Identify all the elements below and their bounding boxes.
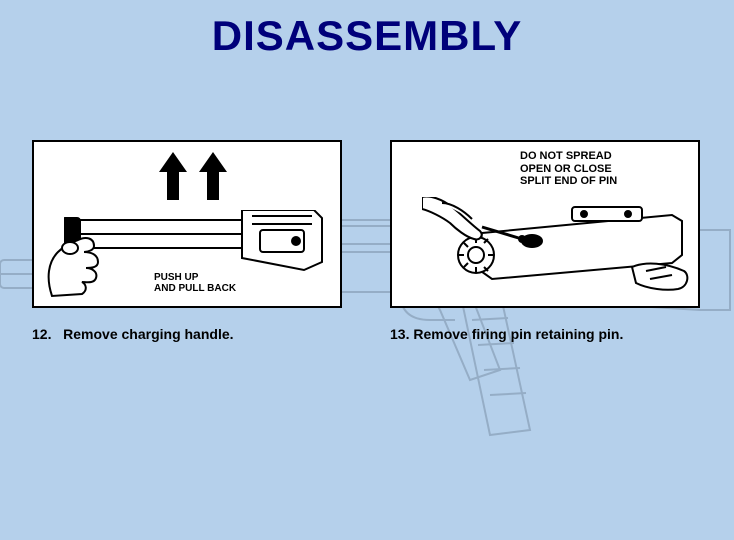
panel-12-inner-line1: PUSH UP: [154, 272, 198, 283]
panel-13-number: 13.: [390, 326, 409, 342]
panel-13-inner-line2: OPEN OR CLOSE: [520, 163, 612, 175]
panel-13: DO NOT SPREAD OPEN OR CLOSE SPLIT END OF…: [390, 140, 700, 342]
panel-12-caption-text: Remove charging handle.: [63, 326, 233, 342]
panel-13-caption: 13. Remove firing pin retaining pin.: [390, 326, 700, 342]
page-title: DISASSEMBLY: [0, 12, 734, 60]
panels-row: PUSH UP AND PULL BACK 12. Remove chargin…: [32, 140, 700, 342]
panel-12-inner-text: PUSH UP AND PULL BACK: [154, 272, 236, 294]
panel-12-caption: 12. Remove charging handle.: [32, 326, 342, 342]
panel-13-caption-text: Remove firing pin retaining pin.: [413, 326, 623, 342]
hand-icon: [42, 228, 112, 298]
panel-12: PUSH UP AND PULL BACK 12. Remove chargin…: [32, 140, 342, 342]
panel-12-inner-line2: AND PULL BACK: [154, 283, 236, 294]
bolt-carrier-drawing: [422, 197, 692, 297]
panel-13-illustration: DO NOT SPREAD OPEN OR CLOSE SPLIT END OF…: [390, 140, 700, 308]
panel-12-illustration: PUSH UP AND PULL BACK: [32, 140, 342, 308]
panel-13-inner-line3: SPLIT END OF PIN: [520, 175, 617, 187]
up-arrow-icon: [159, 152, 187, 200]
panel-13-inner-line1: DO NOT SPREAD: [520, 150, 612, 162]
panel-12-number: 12.: [32, 326, 51, 342]
up-arrow-icon: [199, 152, 227, 200]
panel-13-inner-text: DO NOT SPREAD OPEN OR CLOSE SPLIT END OF…: [520, 150, 617, 188]
